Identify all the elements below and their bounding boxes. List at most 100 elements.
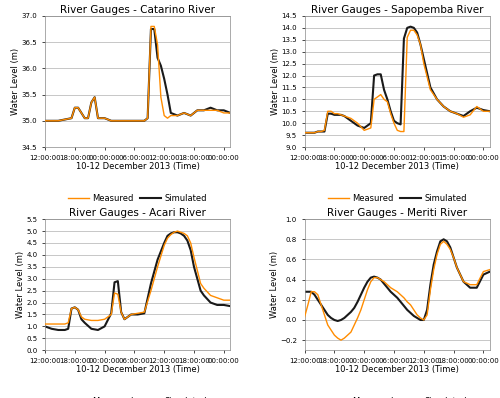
Measured	[128, 312, 134, 317]
Line: Simulated: Simulated	[45, 232, 230, 330]
Measured	[112, 291, 117, 295]
Simulated	[191, 264, 197, 269]
Simulated	[214, 302, 220, 307]
Measured	[102, 116, 107, 121]
Line: Measured: Measured	[304, 241, 490, 340]
Measured	[95, 116, 101, 121]
Simulated	[414, 30, 420, 35]
Simulated	[312, 130, 318, 135]
Measured	[108, 119, 114, 123]
Measured	[55, 119, 61, 123]
Simulated	[102, 116, 107, 121]
Simulated	[334, 319, 340, 324]
Simulated	[384, 97, 390, 102]
Simulated	[221, 302, 227, 307]
Line: Measured: Measured	[45, 26, 230, 121]
Measured	[354, 121, 360, 126]
Simulated	[214, 108, 220, 113]
Measured	[75, 307, 81, 312]
Simulated	[354, 123, 360, 128]
Simulated	[198, 288, 203, 293]
Measured	[388, 111, 394, 116]
Simulated	[75, 105, 81, 110]
Simulated	[148, 281, 154, 286]
Simulated	[487, 109, 493, 114]
Simulated	[134, 119, 140, 123]
Measured	[72, 305, 78, 310]
Measured	[82, 116, 87, 121]
Measured	[348, 116, 354, 121]
Simulated	[164, 92, 170, 97]
Measured	[134, 311, 140, 316]
X-axis label: 10-12 December 2013 (Time): 10-12 December 2013 (Time)	[336, 365, 459, 374]
Simulated	[161, 76, 167, 81]
Simulated	[411, 25, 417, 30]
Simulated	[102, 324, 107, 329]
Measured	[302, 130, 308, 135]
Measured	[381, 97, 387, 102]
Measured	[434, 97, 440, 102]
Measured	[361, 128, 367, 133]
Simulated	[184, 238, 190, 243]
Simulated	[438, 239, 444, 244]
Measured	[398, 129, 404, 134]
Measured	[191, 255, 197, 259]
Simulated	[351, 306, 357, 310]
Measured	[178, 230, 184, 235]
Measured	[181, 111, 187, 115]
Measured	[440, 104, 446, 109]
Measured	[325, 109, 331, 114]
Simulated	[134, 312, 140, 317]
Measured	[338, 113, 344, 117]
Measured	[474, 104, 480, 109]
Simulated	[401, 36, 407, 41]
Simulated	[132, 119, 138, 123]
Measured	[88, 100, 94, 105]
Measured	[92, 95, 98, 100]
X-axis label: 10-12 December 2013 (Time): 10-12 December 2013 (Time)	[336, 162, 459, 171]
Measured	[148, 24, 154, 29]
Measured	[394, 128, 400, 133]
Simulated	[188, 113, 194, 118]
Measured	[194, 108, 200, 113]
Measured	[128, 119, 134, 123]
Line: Simulated: Simulated	[304, 239, 490, 321]
Measured	[198, 281, 203, 286]
Simulated	[115, 279, 121, 283]
Simulated	[161, 240, 167, 245]
Measured	[55, 322, 61, 326]
Simulated	[168, 231, 174, 236]
X-axis label: 10-12 December 2013 (Time): 10-12 December 2013 (Time)	[76, 365, 200, 374]
Measured	[102, 317, 107, 322]
Simulated	[394, 121, 400, 126]
Measured	[108, 312, 114, 317]
Legend: Measured, Simulated: Measured, Simulated	[324, 394, 470, 398]
Measured	[171, 230, 177, 235]
Measured	[152, 24, 158, 29]
Simulated	[78, 317, 84, 322]
Measured	[414, 33, 420, 37]
Simulated	[181, 234, 187, 238]
Simulated	[408, 24, 414, 29]
Simulated	[152, 27, 158, 31]
Measured	[338, 338, 344, 343]
Measured	[448, 109, 454, 114]
Measured	[115, 292, 121, 297]
Measured	[460, 115, 466, 120]
Simulated	[142, 119, 148, 123]
Simulated	[474, 105, 480, 110]
Measured	[404, 299, 410, 304]
Measured	[161, 243, 167, 248]
Simulated	[404, 308, 410, 312]
Measured	[174, 229, 180, 234]
Measured	[378, 92, 384, 97]
Simulated	[88, 100, 94, 105]
Simulated	[142, 311, 148, 316]
Simulated	[122, 119, 128, 123]
Measured	[134, 119, 140, 123]
Simulated	[208, 300, 214, 305]
Measured	[408, 302, 414, 307]
Measured	[164, 116, 170, 121]
Simulated	[95, 116, 101, 121]
Simulated	[302, 289, 308, 294]
